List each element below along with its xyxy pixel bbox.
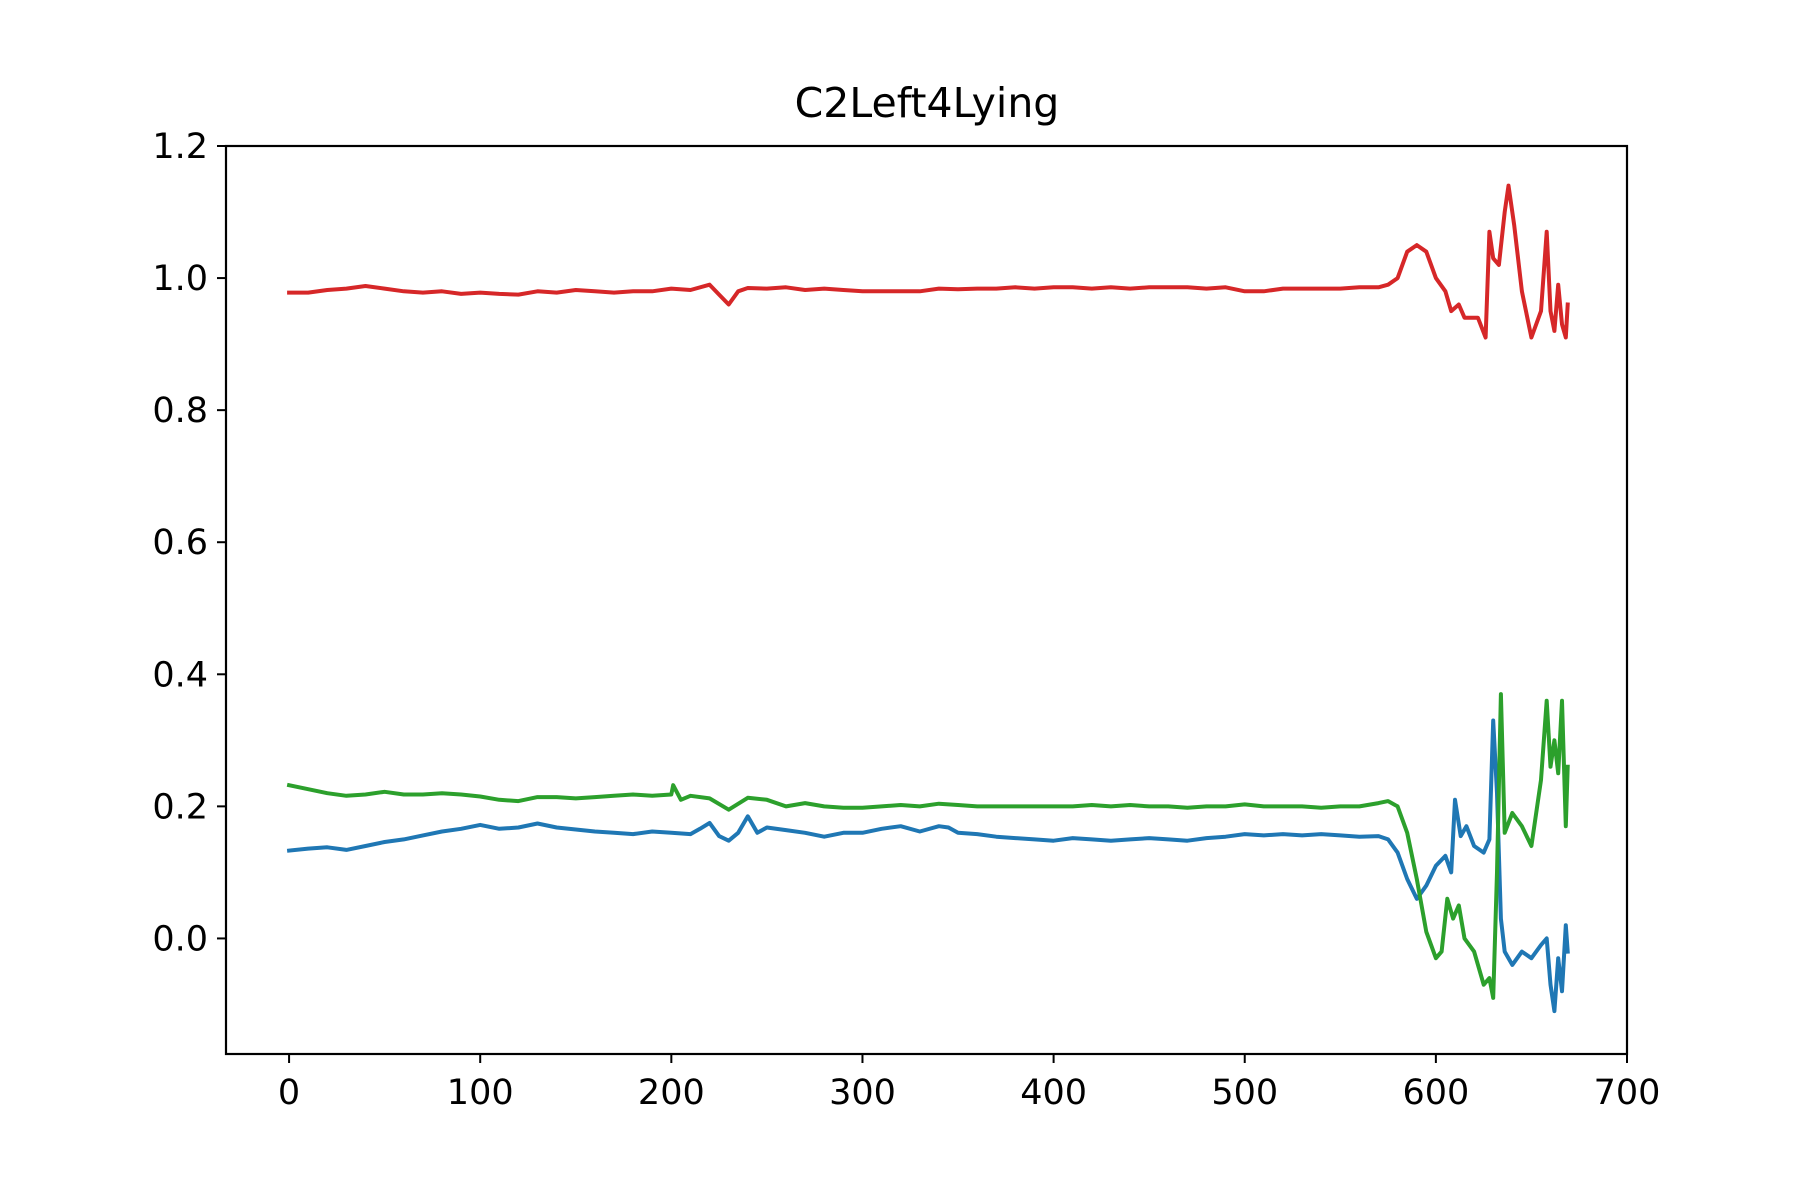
axes-layer: 0 100 200 300 400 500 600 700 0.0 0.2 0.4 0.6 0.8 1.0… [152,127,1660,1113]
series-layer [286,183,1570,1014]
y-tick-label: 1.2 [152,127,208,167]
plot-frame [224,144,1629,1056]
chart-title: C2Left4Lying [795,79,1060,127]
y-tick-label: 0.8 [152,391,208,431]
x-tick-label: 100 [447,1073,514,1113]
y-tick-label: 0.2 [152,787,208,827]
series-line-3 [287,183,1570,340]
series-line-1 [286,718,1570,1014]
x-tick-label: 600 [1402,1073,1469,1113]
y-tick-label: 0.4 [152,655,208,695]
x-tick-label: 300 [829,1073,896,1113]
y-tick-label: 1.0 [152,259,208,299]
x-tick-label: 0 [278,1073,300,1113]
x-tick-label: 400 [1020,1073,1087,1113]
x-tick-label: 700 [1594,1073,1661,1113]
x-tick-label: 500 [1211,1073,1278,1113]
y-tick-label: 0.6 [152,523,208,563]
x-tick-label: 200 [638,1073,705,1113]
y-tick-label: 0.0 [152,919,208,959]
series-line-2 [286,692,1570,1000]
